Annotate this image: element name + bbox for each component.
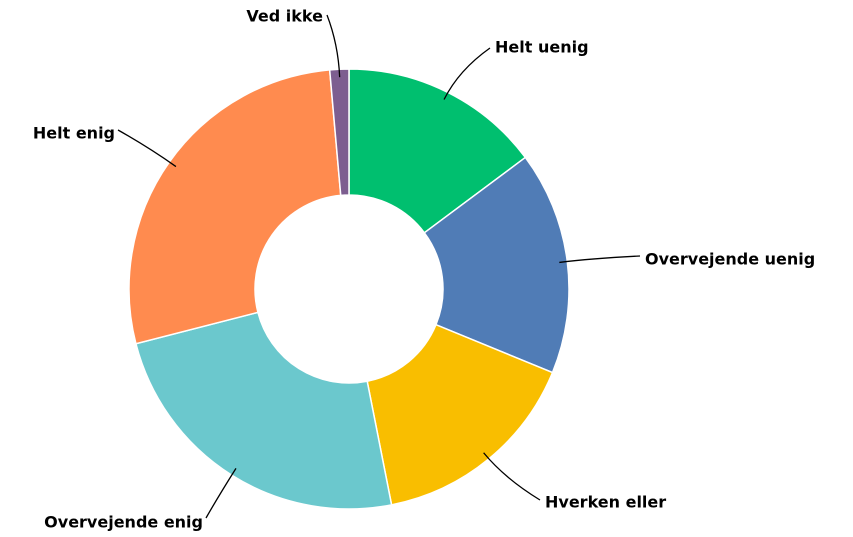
leader-line [117, 129, 177, 168]
slice-label: Hverken eller [545, 493, 666, 512]
leader-line [483, 452, 541, 501]
slice-label: Ved ikke [246, 7, 323, 26]
leader-line [559, 255, 641, 264]
slice-label: Overvejende uenig [645, 250, 815, 269]
leader-line [443, 47, 491, 100]
slice [134, 311, 393, 510]
slice-label: Overvejende enig [44, 513, 203, 532]
slice [128, 69, 342, 345]
leader-line [205, 468, 237, 519]
slice [423, 156, 570, 374]
slice-label: Helt uenig [495, 38, 589, 57]
slice [328, 68, 350, 197]
leader-line [326, 14, 341, 78]
slice [348, 68, 527, 234]
slice [366, 323, 554, 506]
slice-label: Helt enig [33, 124, 115, 143]
